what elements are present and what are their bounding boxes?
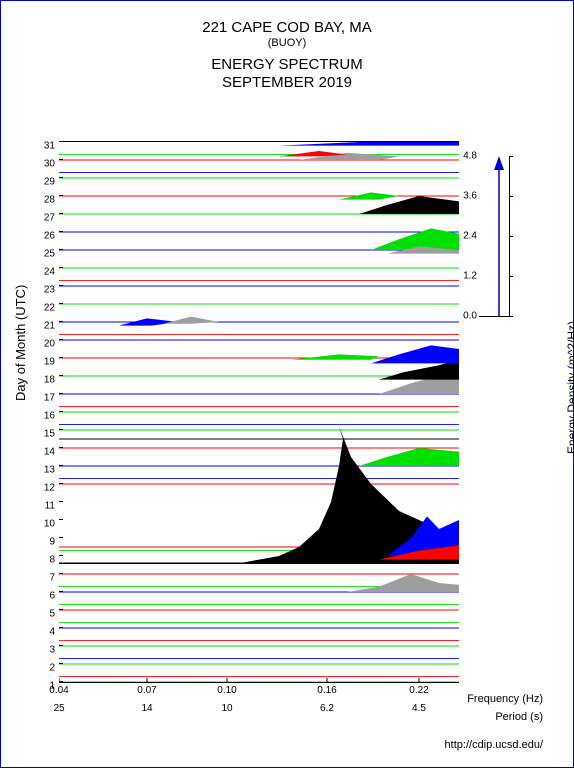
y-ticks: 1234567891011121314151617181920212223242… xyxy=(35,141,55,681)
legend-arrow xyxy=(479,156,509,316)
x-tick-freq: 0.04 xyxy=(49,685,68,696)
y-tick: 8 xyxy=(35,555,55,566)
y-tick: 30 xyxy=(35,159,55,170)
y-axis-label: Day of Month (UTC) xyxy=(13,285,28,401)
title-buoy: (BUOY) xyxy=(1,37,573,50)
y-tick: 16 xyxy=(35,411,55,422)
chart-frame: 221 CAPE COD BAY, MA (BUOY) ENERGY SPECT… xyxy=(0,0,574,768)
y-tick: 20 xyxy=(35,339,55,350)
y-tick: 5 xyxy=(35,609,55,620)
y-tick: 23 xyxy=(35,285,55,296)
legend-tick: 4.8 xyxy=(455,151,477,162)
x-label-period: Period (s) xyxy=(495,711,543,723)
y-tick: 29 xyxy=(35,177,55,188)
y-tick: 31 xyxy=(35,141,55,152)
x-tick-period: 25 xyxy=(53,703,64,714)
plot-area xyxy=(59,141,459,683)
title-station: 221 CAPE COD BAY, MA xyxy=(1,19,573,37)
legend-label: Energy Density (m^2/Hz) xyxy=(565,321,574,454)
spectrum-svg xyxy=(59,142,459,682)
x-tick-freq: 0.07 xyxy=(137,685,156,696)
title-metric: ENERGY SPECTRUM xyxy=(1,56,573,74)
x-tick-freq: 0.10 xyxy=(217,685,236,696)
y-tick: 17 xyxy=(35,393,55,404)
legend-tick: 0.0 xyxy=(455,311,477,322)
y-tick: 3 xyxy=(35,645,55,656)
x-tick-freq: 0.22 xyxy=(409,685,428,696)
y-tick: 2 xyxy=(35,663,55,674)
y-tick: 9 xyxy=(35,537,55,548)
x-tick-freq: 0.16 xyxy=(317,685,336,696)
legend-scale: 0.01.22.43.64.8 xyxy=(479,156,510,317)
title-block: 221 CAPE COD BAY, MA (BUOY) ENERGY SPECT… xyxy=(1,19,573,92)
y-tick: 19 xyxy=(35,357,55,368)
y-tick: 11 xyxy=(35,501,55,512)
y-tick: 13 xyxy=(35,465,55,476)
y-tick: 6 xyxy=(35,591,55,602)
y-tick: 24 xyxy=(35,267,55,278)
x-tick-period: 6.2 xyxy=(320,703,334,714)
y-tick: 4 xyxy=(35,627,55,638)
footer-url: http://cdip.ucsd.edu/ xyxy=(445,739,543,751)
x-tick-period: 4.5 xyxy=(412,703,426,714)
legend-tick: 1.2 xyxy=(455,271,477,282)
y-tick: 10 xyxy=(35,519,55,530)
y-tick: 27 xyxy=(35,213,55,224)
x-label-freq: Frequency (Hz) xyxy=(467,693,543,705)
y-tick: 25 xyxy=(35,249,55,260)
y-tick: 22 xyxy=(35,303,55,314)
x-tick-period: 10 xyxy=(221,703,232,714)
y-tick: 12 xyxy=(35,483,55,494)
y-tick: 26 xyxy=(35,231,55,242)
y-tick: 7 xyxy=(35,573,55,584)
x-tick-period: 14 xyxy=(141,703,152,714)
y-tick: 21 xyxy=(35,321,55,332)
legend-tick: 3.6 xyxy=(455,191,477,202)
y-tick: 14 xyxy=(35,447,55,458)
legend-tick: 2.4 xyxy=(455,231,477,242)
y-tick: 18 xyxy=(35,375,55,386)
title-date: SEPTEMBER 2019 xyxy=(1,74,573,92)
y-tick: 15 xyxy=(35,429,55,440)
y-tick: 28 xyxy=(35,195,55,206)
